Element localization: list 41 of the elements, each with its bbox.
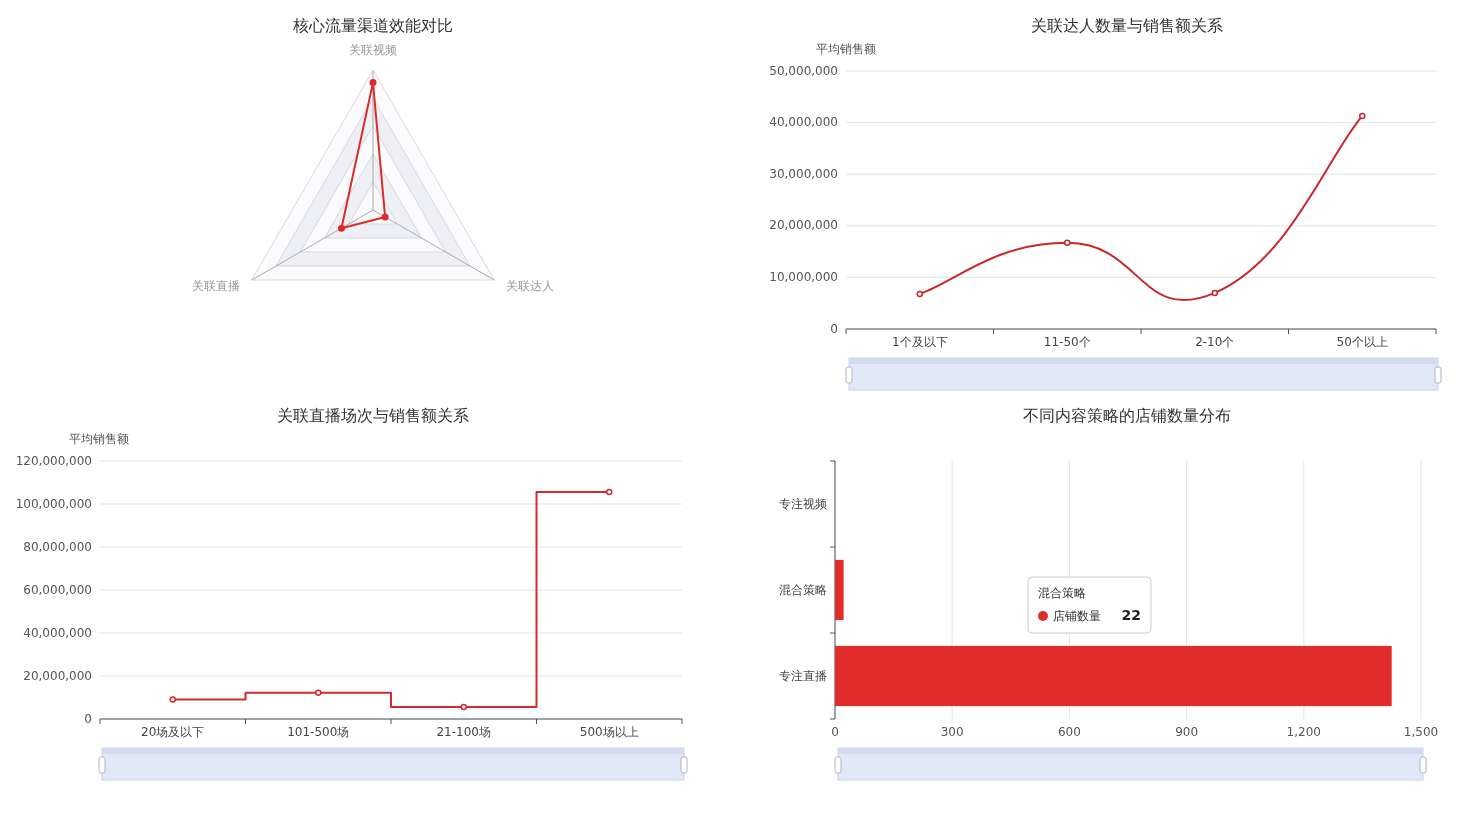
y-tick-label: 0 [84, 711, 92, 726]
x-tick-label: 900 [1175, 724, 1199, 739]
x-tick-label: 1个及以下 [891, 334, 948, 349]
chart-title: 关联直播场次与销售额关系 [277, 405, 469, 425]
x-tick-label: 21-100场 [436, 724, 492, 739]
y-tick-label: 60,000,000 [23, 582, 92, 597]
x-tick-label: 20场及以下 [141, 724, 205, 739]
legend-label: 店铺数量 [1053, 608, 1101, 623]
y-axis-title: 平均销售额 [816, 41, 876, 56]
y-tick-label: 30,000,000 [769, 166, 838, 181]
x-tick-label: 500场以上 [579, 724, 639, 739]
y-tick-label: 50,000,000 [769, 63, 838, 78]
x-tick-label: 600 [1057, 724, 1081, 739]
y-tick-label: 120,000,000 [15, 453, 92, 468]
x-tick-label: 11-50个 [1043, 334, 1091, 349]
spoke-label: 关联直播 [191, 278, 240, 293]
y-tick-label: 混合策略 [779, 582, 827, 597]
annotation: 22 [1121, 607, 1141, 623]
y-tick-label: 80,000,000 [23, 539, 92, 554]
x-tick-label: 2-10个 [1195, 334, 1235, 349]
y-tick-label: 0 [830, 321, 838, 336]
y-axis-title: 平均销售额 [69, 431, 129, 446]
x-tick-label: 1,200 [1286, 724, 1321, 739]
y-tick-label: 专注视频 [779, 496, 827, 511]
x-tick-label: 300 [940, 724, 964, 739]
x-tick-label: 101-500场 [287, 724, 350, 739]
spoke-label: 关联视频 [349, 42, 397, 57]
y-tick-label: 10,000,000 [769, 269, 838, 284]
chart-title: 核心流量渠道效能对比 [292, 15, 453, 35]
y-tick-label: 40,000,000 [769, 115, 838, 130]
x-tick-label: 1,500 [1403, 724, 1439, 739]
y-tick-label: 专注直播 [779, 668, 827, 683]
y-tick-label: 100,000,000 [15, 496, 92, 511]
y-tick-label: 20,000,000 [23, 668, 92, 683]
annotation: 混合策略 [1038, 585, 1086, 600]
x-tick-label: 50个以上 [1336, 334, 1388, 349]
spoke-label: 关联达人 [506, 278, 555, 293]
y-tick-label: 20,000,000 [769, 218, 838, 233]
chart-title: 不同内容策略的店铺数量分布 [1023, 405, 1231, 425]
y-tick-label: 40,000,000 [23, 625, 92, 640]
chart-title: 关联达人数量与销售额关系 [1031, 15, 1223, 35]
